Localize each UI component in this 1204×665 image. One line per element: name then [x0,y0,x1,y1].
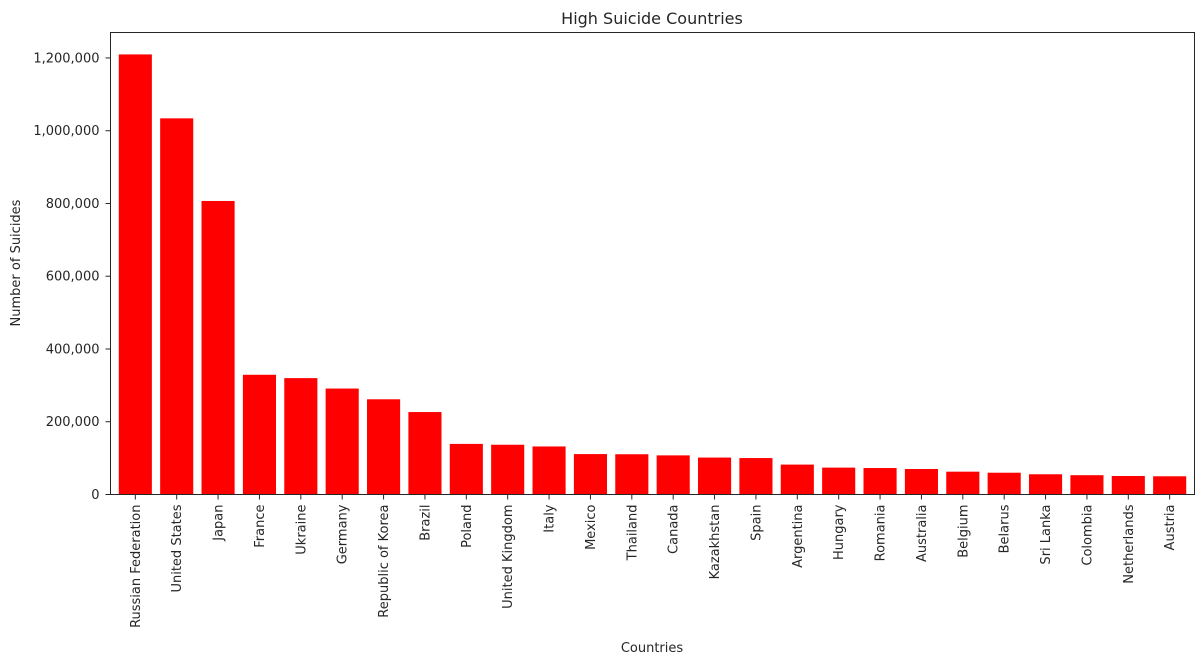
y-tick-label: 400,000 [46,342,100,357]
x-tick-label: Canada [667,505,682,554]
x-tick-label: Germany [336,504,351,564]
bar [367,399,401,495]
x-axis-label: Countries [621,641,684,656]
x-tick-label: Japan [212,505,227,542]
bar [1111,476,1145,495]
bar [408,412,442,495]
y-axis-ticks: 0 200,000 400,000 600,000 800,000 1,000,000 1,… [33,51,111,503]
x-tick-label: Thailand [625,505,640,562]
bar [242,374,276,495]
x-tick-label: Argentina [791,505,806,568]
x-tick-label: Russian Federation [129,505,144,628]
bar [201,200,235,495]
x-tick-label: Italy [543,504,558,533]
bar [615,454,649,495]
bar [863,468,897,495]
bar [118,54,152,495]
bar [987,472,1021,495]
x-tick-label: United Kingdom [501,505,516,609]
y-tick-label: 600,000 [46,270,100,285]
x-tick-label: France [253,505,268,548]
x-tick-label: Belgium [956,505,971,558]
bar [822,467,856,495]
x-tick-label: Brazil [418,505,433,541]
bar [656,455,690,495]
x-tick-label: Spain [749,505,764,541]
bar [698,457,732,495]
bar [160,118,194,495]
x-tick-label: Netherlands [1122,504,1137,583]
x-tick-label: Austria [1163,505,1178,551]
x-axis-ticks: Russian Federation United States Japan Fran… [129,494,1178,628]
x-tick-label: United States [170,504,185,592]
bar [1153,476,1187,495]
x-tick-label: Kazakhstan [708,505,723,580]
chart-title: High Suicide Countries [561,9,743,28]
x-tick-label: Republic of Korea [377,505,392,618]
x-tick-label: Ukraine [294,505,309,555]
x-tick-label: Mexico [584,504,599,549]
bar [780,464,814,495]
x-tick-label: Poland [460,505,475,548]
bar-series [118,54,1187,495]
x-tick-label: Hungary [832,504,847,560]
y-tick-label: 200,000 [46,415,100,430]
x-tick-label: Romania [874,505,889,562]
y-tick-label: 1,200,000 [33,51,99,66]
y-tick-label: 800,000 [46,197,100,212]
bar [284,378,318,495]
bar [449,443,483,495]
x-tick-label: Australia [915,505,930,563]
bar [532,446,566,495]
bar [739,458,773,495]
y-tick-label: 0 [91,488,99,503]
bar [573,454,607,495]
bar [325,388,359,495]
y-tick-label: 1,000,000 [33,124,99,139]
bar [1029,474,1063,495]
plot-frame [110,32,1195,495]
y-axis-label: Number of Suicides [9,199,24,326]
x-tick-label: Sri Lanka [1039,505,1054,565]
x-tick-label: Belarus [998,504,1013,553]
x-tick-label: Colombia [1080,505,1095,566]
bar [904,468,938,495]
bar [946,471,980,495]
bar [1070,475,1104,495]
bar [491,444,525,495]
